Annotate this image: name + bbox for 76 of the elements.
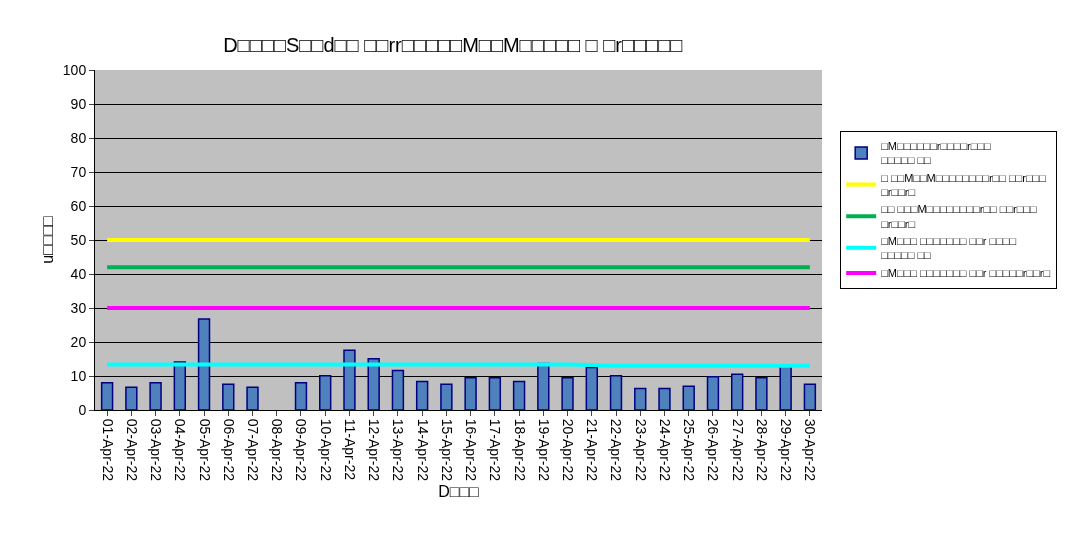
y-tick-label: 100 [62, 61, 87, 78]
x-tick-label: 10-Apr-22 [317, 418, 334, 482]
y-tick-label: 80 [70, 129, 87, 146]
y-tick-label: 40 [70, 265, 87, 282]
bar [658, 387, 671, 410]
x-tick-label: 19-Apr-22 [535, 418, 552, 482]
bar [585, 366, 598, 410]
x-tick-label: 09-Apr-22 [293, 418, 310, 482]
x-tick-label: 17-Apr-22 [487, 418, 504, 482]
x-tick-label: 27-Apr-22 [729, 418, 746, 482]
y-axis-title: u□□□□ [39, 215, 56, 264]
bar [246, 386, 259, 410]
bar [755, 376, 768, 410]
x-tick-label: 28-Apr-22 [753, 418, 770, 482]
bar [100, 382, 114, 410]
x-tick-label: 02-Apr-22 [123, 418, 140, 482]
x-tick-label: 26-Apr-22 [705, 418, 722, 482]
x-tick-label: 03-Apr-22 [148, 418, 165, 482]
bar [173, 361, 187, 410]
bar [415, 380, 429, 410]
x-tick-label: 23-Apr-22 [632, 418, 649, 482]
x-tick-label: 18-Apr-22 [511, 418, 528, 482]
bar [730, 373, 744, 410]
bar [634, 387, 647, 410]
bar [391, 369, 405, 410]
x-tick-label: 30-Apr-22 [802, 418, 819, 482]
bar [222, 383, 235, 410]
bar [488, 376, 502, 410]
bar [512, 380, 526, 410]
x-tick-label: 29-Apr-22 [778, 418, 795, 482]
bar [319, 374, 332, 410]
x-tick-label: 22-Apr-22 [608, 418, 625, 482]
x-tick-label: 05-Apr-22 [196, 418, 213, 482]
y-tick-label: 20 [70, 333, 87, 350]
legend-label: □M□□□ □□□□□□□ □□r □□□□□r□□r□ [881, 267, 1051, 280]
y-tick-label: 50 [70, 231, 87, 248]
y-tick-label: 30 [70, 299, 87, 316]
x-tick-label: 01-Apr-22 [99, 418, 116, 482]
bar [706, 375, 720, 410]
y-tick-label: 70 [70, 163, 87, 180]
bar [609, 374, 623, 410]
bar [343, 349, 356, 410]
x-tick-label: 14-Apr-22 [414, 418, 431, 482]
bar [294, 382, 308, 410]
y-tick-label: 10 [70, 367, 87, 384]
x-tick-label: 06-Apr-22 [220, 418, 237, 482]
x-tick-label: 20-Apr-22 [560, 418, 576, 482]
bar [367, 357, 380, 410]
bar [125, 386, 138, 410]
x-tick-label: 15-Apr-22 [438, 418, 455, 482]
y-tick-label: 60 [70, 197, 87, 214]
x-tick-label: 13-Apr-22 [390, 418, 407, 482]
x-tick-label: 24-Apr-22 [656, 418, 673, 482]
bar [197, 318, 211, 410]
x-tick-label: 11-Apr-22 [341, 418, 358, 481]
bar [561, 376, 574, 410]
x-tick-label: 07-Apr-22 [244, 418, 261, 482]
x-axis-title: D□□□ [438, 483, 480, 501]
x-tick-label: 08-Apr-22 [269, 418, 286, 482]
legend-label: □□ □□□M□□□□□□□□r□□ □□r□□□ □r□□r□ [881, 203, 1038, 230]
legend-label: □M□□□□□□r□□□□r□□□ □□□□□ □□ [881, 140, 992, 167]
x-tick-label: 16-Apr-22 [463, 418, 480, 482]
bar [440, 383, 453, 410]
x-tick-label: 04-Apr-22 [172, 418, 189, 482]
bar [149, 382, 162, 410]
x-tick-label: 12-Apr-22 [366, 418, 383, 482]
bar [682, 385, 695, 410]
y-tick-label: 0 [78, 401, 87, 418]
x-tick-label: 21-Apr-22 [584, 418, 601, 482]
legend-label: □M□□□ □□□□□□□ □□r □□□□ □□□□□ □□ [881, 234, 1017, 262]
bar [464, 376, 477, 410]
legend-label: □ □□M□□M□□□□□□□□r□□ □□r□□□ □r□□r□ [881, 171, 1047, 199]
y-tick-label: 90 [70, 95, 87, 112]
bar [803, 383, 817, 410]
x-tick-label: 25-Apr-22 [681, 418, 698, 482]
chart-title: D□□□□S□□d□□ □□rr□□□□□M□□M□□□□□ □ □r□□□□□ [223, 34, 683, 57]
